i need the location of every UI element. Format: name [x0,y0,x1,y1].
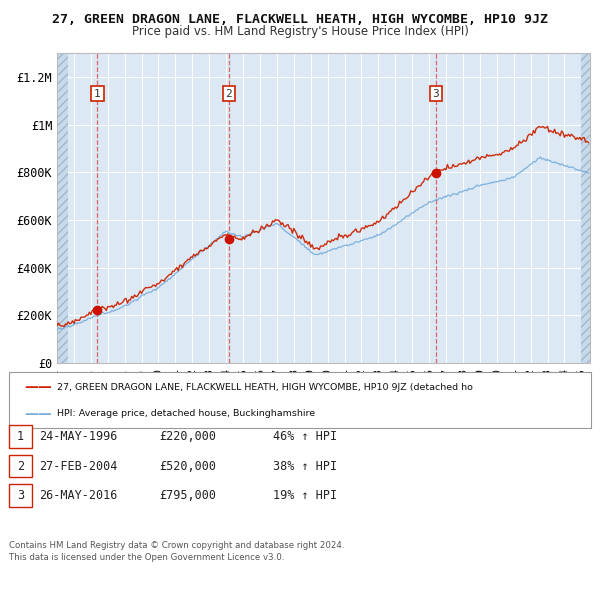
Text: 27, GREEN DRAGON LANE, FLACKWELL HEATH, HIGH WYCOMBE, HP10 9JZ: 27, GREEN DRAGON LANE, FLACKWELL HEATH, … [52,13,548,26]
Text: 27, GREEN DRAGON LANE, FLACKWELL HEATH, HIGH WYCOMBE, HP10 9JZ (detached ho: 27, GREEN DRAGON LANE, FLACKWELL HEATH, … [57,383,473,392]
Text: 3: 3 [433,88,439,99]
Text: HPI: Average price, detached house, Buckinghamshire: HPI: Average price, detached house, Buck… [57,409,315,418]
Text: 26-MAY-2016: 26-MAY-2016 [39,489,118,502]
Text: 19% ↑ HPI: 19% ↑ HPI [273,489,337,502]
Text: 24-MAY-1996: 24-MAY-1996 [39,430,118,443]
Text: Price paid vs. HM Land Registry's House Price Index (HPI): Price paid vs. HM Land Registry's House … [131,25,469,38]
Text: 1: 1 [17,430,24,443]
Bar [57,53,68,363]
Text: This data is licensed under the Open Government Licence v3.0.: This data is licensed under the Open Gov… [9,553,284,562]
Bar [581,53,590,363]
Text: Contains HM Land Registry data © Crown copyright and database right 2024.: Contains HM Land Registry data © Crown c… [9,541,344,550]
Text: £220,000: £220,000 [159,430,216,443]
Text: 27-FEB-2004: 27-FEB-2004 [39,460,118,473]
Text: 3: 3 [17,489,24,502]
Text: 46% ↑ HPI: 46% ↑ HPI [273,430,337,443]
Text: 2: 2 [226,88,232,99]
Text: ——: —— [24,381,52,394]
Text: 1: 1 [94,88,101,99]
Text: 38% ↑ HPI: 38% ↑ HPI [273,460,337,473]
Text: 2: 2 [17,460,24,473]
Text: ——: —— [24,407,52,421]
Text: £520,000: £520,000 [159,460,216,473]
Text: £795,000: £795,000 [159,489,216,502]
